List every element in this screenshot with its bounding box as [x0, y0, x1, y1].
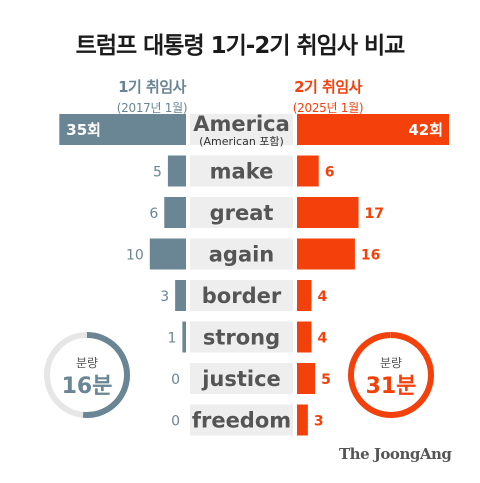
second-term-bar: [297, 321, 312, 353]
first-term-bar: [167, 155, 186, 187]
word-box: [190, 280, 293, 311]
second-term-bar: [297, 155, 319, 187]
first-term-bar: [149, 238, 186, 270]
second-term-value: 42회: [408, 121, 443, 139]
word-label: again: [209, 243, 275, 267]
first-term-header: 1기 취임사 (2017년 1월): [90, 76, 214, 116]
second-term-value: 5: [321, 372, 331, 388]
word-box: [190, 238, 293, 270]
first-term-bar: [182, 321, 186, 353]
first-term-bar: [164, 197, 186, 228]
first-term-value: 6: [149, 206, 158, 222]
first-term-label: 1기 취임사: [118, 78, 186, 96]
second-term-bar: [297, 404, 308, 436]
first-term-value: 10: [126, 248, 144, 264]
second-term-length-value: 31분: [366, 374, 417, 399]
first-term-value: 0: [171, 372, 180, 388]
second-term-bar: [297, 363, 316, 394]
second-term-bar: [297, 238, 355, 270]
word-box: [190, 321, 293, 353]
second-term-length-arc: [348, 332, 435, 418]
word-label: America: [193, 112, 290, 136]
word-label: strong: [203, 326, 280, 350]
second-term-value: 4: [317, 289, 327, 305]
first-term-value: 0: [171, 414, 180, 430]
brand-logo: The JoongAng: [339, 445, 452, 463]
second-term-value: 6: [325, 165, 335, 181]
word-label: make: [210, 160, 274, 184]
word-box: [190, 197, 293, 228]
word-box: [190, 363, 293, 394]
second-term-bar: [297, 280, 312, 311]
word-label: border: [202, 284, 282, 308]
second-term-length-caption: 분량: [380, 356, 402, 370]
first-term-length-arc: [82, 332, 130, 418]
first-term-bar: [59, 114, 186, 145]
second-term-bar: [297, 197, 359, 228]
word-label: freedom: [192, 409, 291, 433]
word-box: [190, 155, 293, 187]
page-title: 트럼프 대통령 1기-2기 취임사 비교: [75, 33, 406, 59]
word-box: [190, 114, 293, 145]
second-term-date: (2025년 1월): [292, 101, 364, 115]
second-term-header: 2기 취임사 (2025년 1월): [266, 76, 390, 116]
word-box: [190, 404, 293, 436]
first-term-length-caption: 분량: [76, 356, 98, 370]
first-term-value: 3: [160, 289, 169, 305]
first-term-bar: [175, 280, 186, 311]
second-term-label: 2기 취임사: [294, 78, 362, 96]
first-term-value: 1: [167, 331, 176, 347]
second-term-value: 17: [365, 206, 384, 222]
second-term-value: 3: [314, 414, 324, 430]
word-label: great: [210, 201, 274, 225]
second-term-bar: [297, 114, 450, 145]
first-term-length-value: 16분: [62, 374, 113, 399]
first-term-date: (2017년 1월): [116, 101, 188, 115]
second-term-value: 16: [361, 248, 380, 264]
first-term-value: 35회: [66, 121, 101, 139]
second-term-value: 4: [317, 331, 327, 347]
first-term-value: 5: [153, 165, 162, 181]
word-label: justice: [201, 367, 281, 391]
word-note: (American 포함): [199, 135, 284, 148]
